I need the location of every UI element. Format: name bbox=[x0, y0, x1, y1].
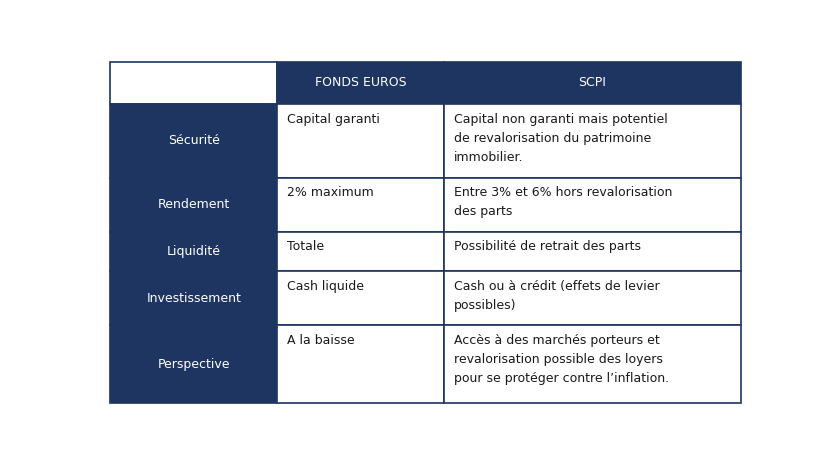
Text: Rendement: Rendement bbox=[158, 198, 230, 211]
Text: Investissement: Investissement bbox=[146, 292, 242, 305]
Bar bbox=[444, 271, 740, 325]
Text: FONDS EUROS: FONDS EUROS bbox=[315, 76, 407, 89]
Text: Capital garanti: Capital garanti bbox=[287, 112, 380, 126]
Text: Perspective: Perspective bbox=[158, 358, 230, 371]
Bar bbox=[277, 104, 444, 178]
Bar bbox=[110, 271, 277, 325]
Bar bbox=[444, 178, 740, 232]
Text: Possibilité de retrait des parts: Possibilité de retrait des parts bbox=[454, 240, 641, 253]
Text: Capital non garanti mais potentiel
de revalorisation du patrimoine
immobilier.: Capital non garanti mais potentiel de re… bbox=[454, 112, 667, 164]
Text: Liquidité: Liquidité bbox=[167, 245, 221, 258]
Bar bbox=[110, 325, 277, 403]
Text: Sécurité: Sécurité bbox=[168, 134, 220, 147]
Bar bbox=[110, 62, 277, 104]
Bar bbox=[444, 325, 740, 403]
Bar bbox=[110, 104, 277, 178]
Text: A la baisse: A la baisse bbox=[287, 334, 354, 347]
Bar bbox=[444, 232, 740, 271]
Bar bbox=[277, 325, 444, 403]
Bar bbox=[277, 178, 444, 232]
Text: Entre 3% et 6% hors revalorisation
des parts: Entre 3% et 6% hors revalorisation des p… bbox=[454, 186, 672, 218]
Text: Cash liquide: Cash liquide bbox=[287, 280, 364, 293]
Bar bbox=[110, 232, 277, 271]
Text: SCPI: SCPI bbox=[579, 76, 607, 89]
Bar bbox=[444, 62, 740, 104]
Text: Cash ou à crédit (effets de levier
possibles): Cash ou à crédit (effets de levier possi… bbox=[454, 280, 660, 312]
Bar bbox=[277, 232, 444, 271]
Text: 2% maximum: 2% maximum bbox=[287, 186, 374, 199]
Bar bbox=[110, 178, 277, 232]
Bar bbox=[444, 104, 740, 178]
Text: Totale: Totale bbox=[287, 240, 324, 253]
Bar bbox=[277, 271, 444, 325]
Bar bbox=[277, 62, 444, 104]
Text: Accès à des marchés porteurs et
revalorisation possible des loyers
pour se proté: Accès à des marchés porteurs et revalori… bbox=[454, 334, 669, 385]
